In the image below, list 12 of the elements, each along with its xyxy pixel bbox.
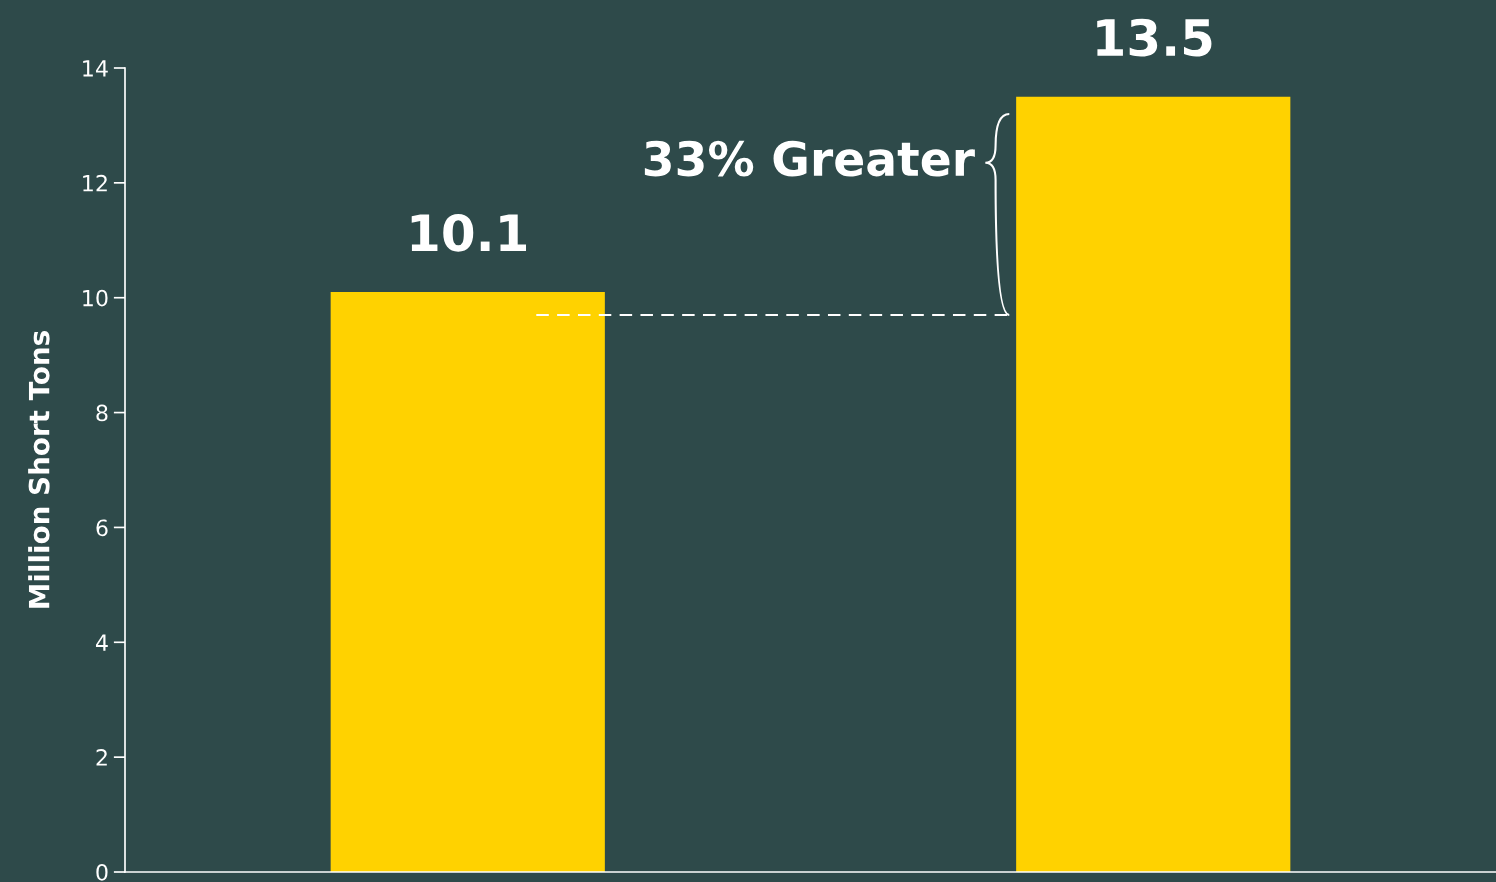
y-tick-label: 0 [96,863,108,881]
y-tick-label: 10 [83,289,108,307]
y-tick-label: 2 [96,749,107,766]
y-tick-label: 14 [83,60,108,77]
y-tick-label: 4 [95,634,108,651]
annotation: 33% Greater [644,140,975,177]
y-axis-title: Million Short Tons [28,331,50,608]
data-label: 13.5 [1097,18,1212,57]
y-tick-label: 8 [96,404,108,422]
y-tick-label: 6 [96,519,108,537]
y-tick-label: 12 [83,174,107,192]
data-label: 10.1 [411,213,526,252]
